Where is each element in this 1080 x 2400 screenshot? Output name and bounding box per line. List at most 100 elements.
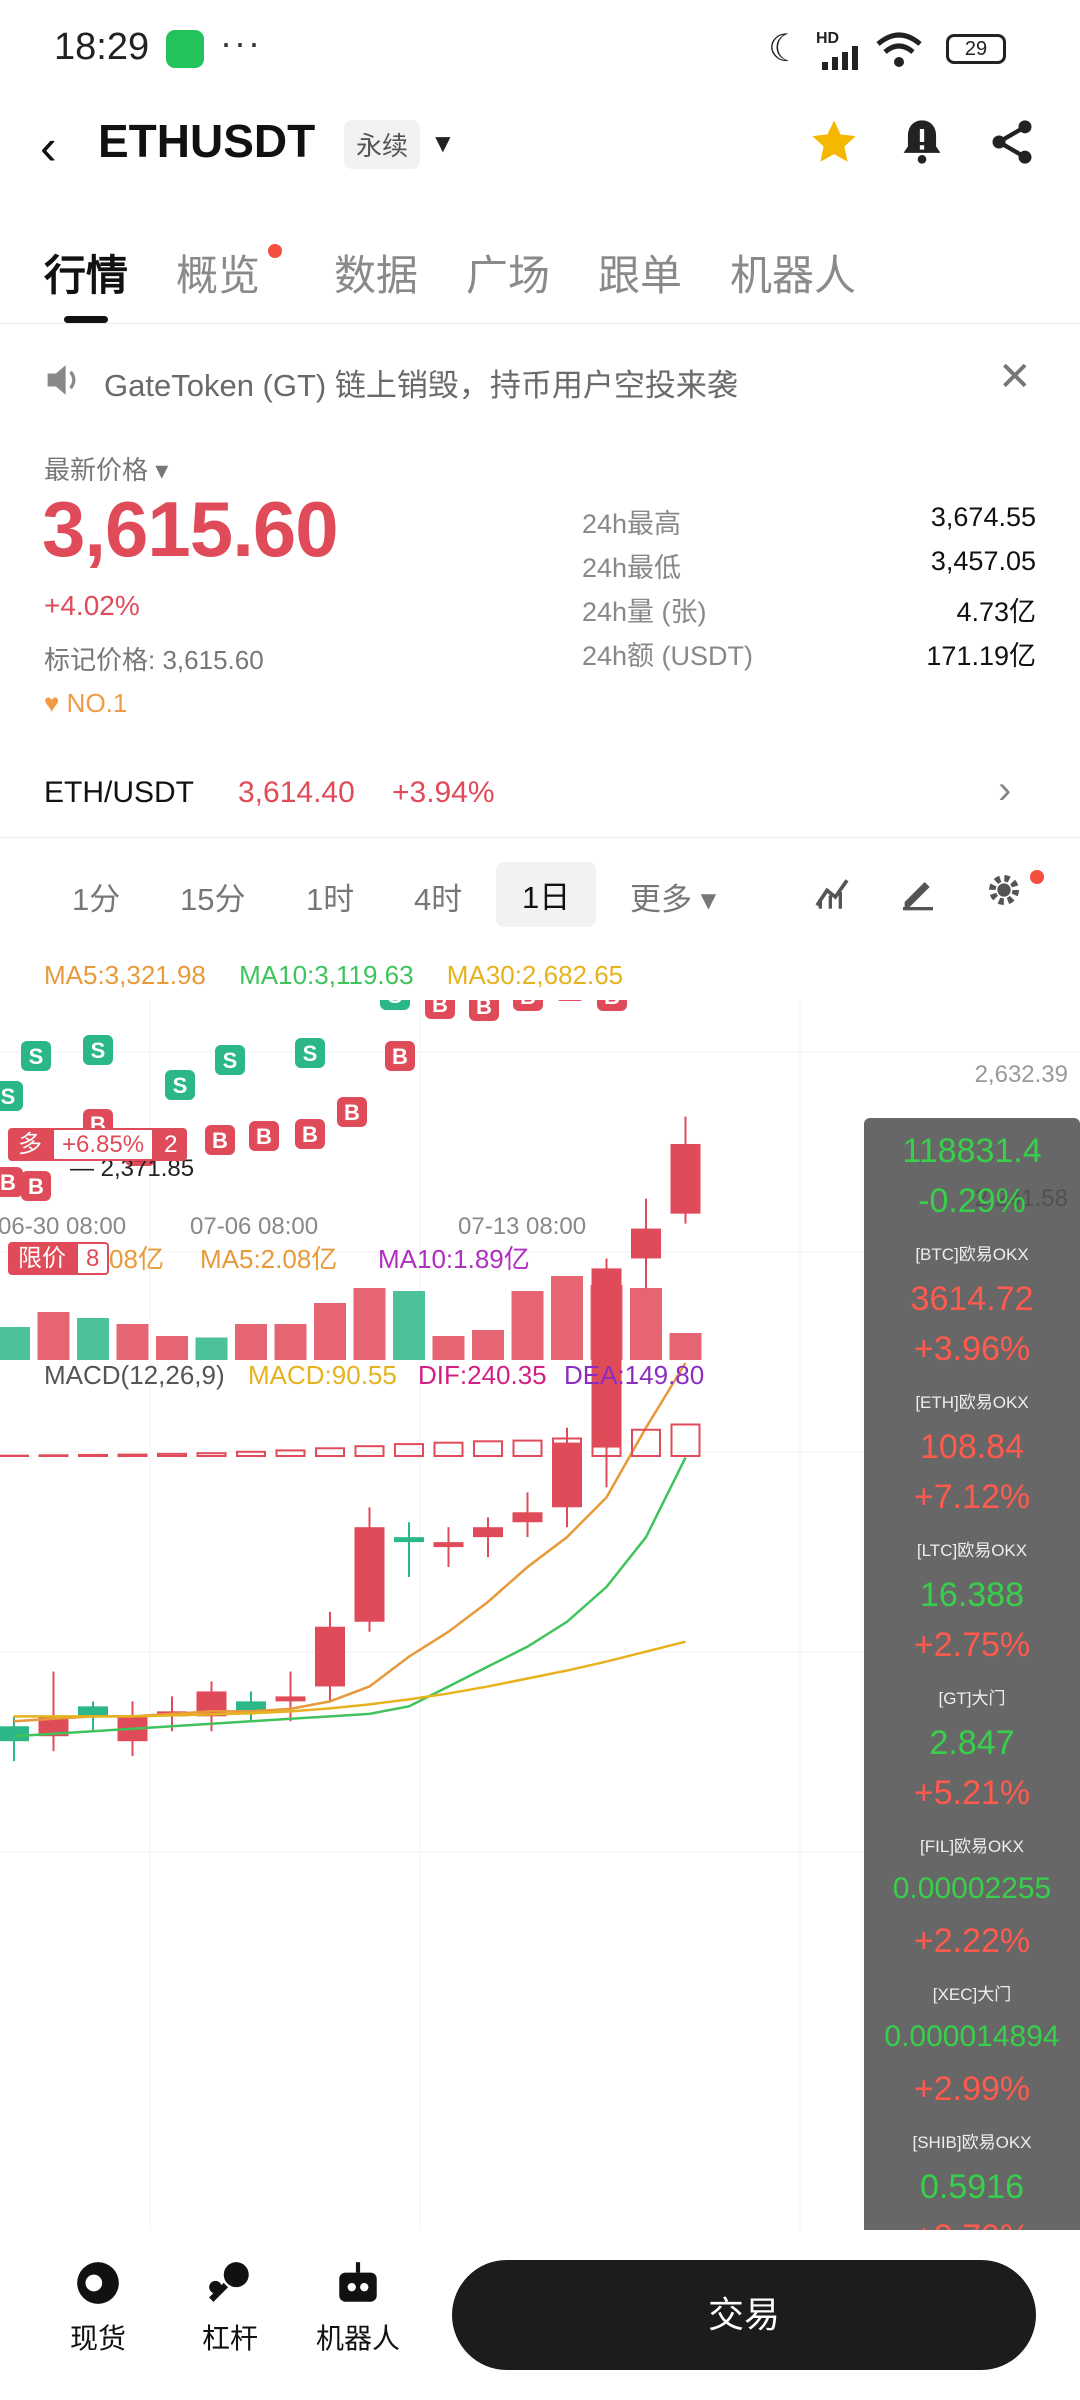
nav-spot-label: 现货 [70, 2323, 127, 2354]
spot-pair-change: +3.94% [392, 776, 495, 809]
marker-letter: B [604, 1000, 620, 1009]
marker-letter: B [0, 1170, 16, 1195]
volume-bar [156, 1336, 188, 1360]
x-axis-label: 07-13 08:00 [458, 1213, 586, 1240]
chevron-left-icon[interactable]: ‹ [40, 119, 57, 175]
sell-marker [165, 1070, 195, 1100]
interval-1d[interactable]: 1日 [496, 862, 597, 927]
coins-icon [77, 2262, 119, 2304]
spot-pair-name: ETH/USDT [44, 776, 194, 809]
marker-letter: S [91, 1038, 106, 1063]
nav-margin[interactable]: 杠杆 [202, 2258, 258, 2357]
nav-robot[interactable]: 机器人 [316, 2258, 400, 2357]
quote-source: [BTC]欧易OKX [915, 1245, 1029, 1264]
limit-label: 限价 [8, 1242, 76, 1275]
macd-bar [670, 1423, 701, 1457]
tab-overview[interactable]: 概览 [176, 252, 261, 299]
candle-body [394, 1537, 424, 1543]
interval-1m[interactable]: 1分 [72, 882, 121, 917]
price-change: +4.02% [44, 590, 140, 621]
marker-letter: B [28, 1174, 44, 1199]
last-price-label[interactable]: 最新价格 ▾ [44, 455, 169, 485]
buy-marker [597, 1000, 627, 1011]
ma30-line [14, 1640, 686, 1718]
macd-bar [196, 1452, 227, 1458]
trade-button[interactable]: 交易 [452, 2260, 1036, 2370]
interval-15m[interactable]: 15分 [180, 882, 246, 917]
tab-market[interactable]: 行情 [44, 252, 129, 299]
interval-more[interactable]: 更多 ▾ [630, 882, 717, 917]
nav-spot[interactable]: 现货 [70, 2258, 126, 2357]
announcement-bar[interactable]: GateToken (GT) 链上销毁，持币用户空投来袭 ✕ [0, 340, 1080, 420]
tab-data[interactable]: 数据 [334, 252, 419, 299]
stat-label-turnover: 24h额 (USDT) [582, 641, 754, 671]
spot-pair-row[interactable]: ETH/USDT 3,614.40 +3.94% › [0, 760, 1080, 838]
quote-price: 0.000014894 [884, 2020, 1060, 2053]
quote-source: [SHIB]欧易OKX [912, 2133, 1032, 2152]
marker-letter: S [223, 1048, 238, 1073]
draw-pen-icon[interactable] [898, 872, 938, 912]
quote-source: [ETH]欧易OKX [915, 1393, 1029, 1412]
candle-body [670, 1143, 701, 1214]
macd-bar [117, 1453, 148, 1458]
candle-body [433, 1542, 464, 1548]
marker-letter: B [392, 1044, 408, 1069]
limit-order-tag[interactable]: 限价 8 [8, 1238, 110, 1275]
macd-bar [315, 1447, 345, 1457]
nav-robot-label: 机器人 [316, 2323, 401, 2354]
macd-bar [78, 1453, 108, 1458]
volume-bar [274, 1324, 307, 1360]
ma5-label: MA5:3,321.98 [44, 960, 206, 990]
interval-1h[interactable]: 1时 [306, 882, 355, 917]
wifi-icon [876, 32, 922, 67]
contract-type-tag[interactable]: 永续 [344, 120, 421, 169]
floating-quote-panel[interactable]: 118831.4 -0.29% [BTC]欧易OKX 3614.72 +3.96% [ET… [864, 1118, 1080, 2304]
bell-alert-icon[interactable] [896, 116, 948, 168]
chevron-right-icon[interactable]: › [998, 768, 1012, 812]
lever-icon [209, 2262, 249, 2302]
caret-down-icon[interactable]: ▼ [430, 128, 456, 158]
active-tab-indicator [64, 316, 108, 323]
macd-dif: DIF:240.35 [418, 1360, 547, 1390]
volume-bar [551, 1276, 583, 1360]
stat-value-high: 3,674.55 [930, 502, 1036, 532]
macd-value: MACD:90.55 [248, 1360, 397, 1390]
overview-dot-badge [268, 244, 282, 258]
more-notifications-icon: ··· [220, 22, 262, 63]
pair-symbol[interactable]: ETHUSDT [98, 115, 316, 167]
volume-bar [669, 1333, 702, 1360]
buy-marker [295, 1119, 325, 1149]
ma10-label: MA10:3,119.63 [239, 960, 414, 990]
position-tag[interactable]: 多 +6.85% 2 [8, 1124, 188, 1161]
share-icon[interactable] [986, 116, 1038, 168]
tab-robot[interactable]: 机器人 [730, 252, 857, 299]
interval-4h[interactable]: 4时 [414, 882, 463, 917]
volume-bar [511, 1291, 544, 1360]
indicator-icon[interactable] [812, 872, 852, 912]
quote-change: -0.29% [918, 1182, 1026, 1220]
quote-source: [XEC]大门 [932, 1985, 1012, 2004]
volume-bar [0, 1327, 30, 1360]
stat-value-low: 3,457.05 [930, 546, 1036, 576]
battery-icon: 29 [946, 34, 1006, 64]
x-axis-label: 07-06 08:00 [190, 1213, 318, 1240]
vol-ma5-label: MA5:2.08亿 [200, 1244, 337, 1274]
volume-bar [77, 1318, 109, 1360]
tab-square[interactable]: 广场 [466, 252, 551, 299]
quote-price: 0.00002255 [892, 1872, 1052, 1905]
marker-letter: S [173, 1073, 188, 1098]
marker-letter: B [476, 1000, 492, 1019]
volume-bar [393, 1291, 425, 1360]
marker-letter: B [302, 1122, 318, 1147]
last-price: 3,615.60 [42, 485, 339, 573]
candle-body [78, 1706, 108, 1717]
announcement-text[interactable]: GateToken (GT) 链上销毁，持币用户空投来袭 [104, 368, 738, 403]
candle-body [275, 1696, 306, 1702]
star-icon[interactable] [808, 116, 860, 168]
ma-legend[interactable]: MA5:3,321.98 MA10:3,119.63 MA30:2,682.65 [44, 960, 623, 991]
tab-copy-trade[interactable]: 跟单 [598, 252, 683, 299]
interval-selector: 1分 15分 1时 4时 1日 更多 ▾ [0, 852, 1080, 930]
settings-gear-icon[interactable] [984, 870, 1024, 910]
close-icon[interactable]: ✕ [998, 355, 1032, 399]
